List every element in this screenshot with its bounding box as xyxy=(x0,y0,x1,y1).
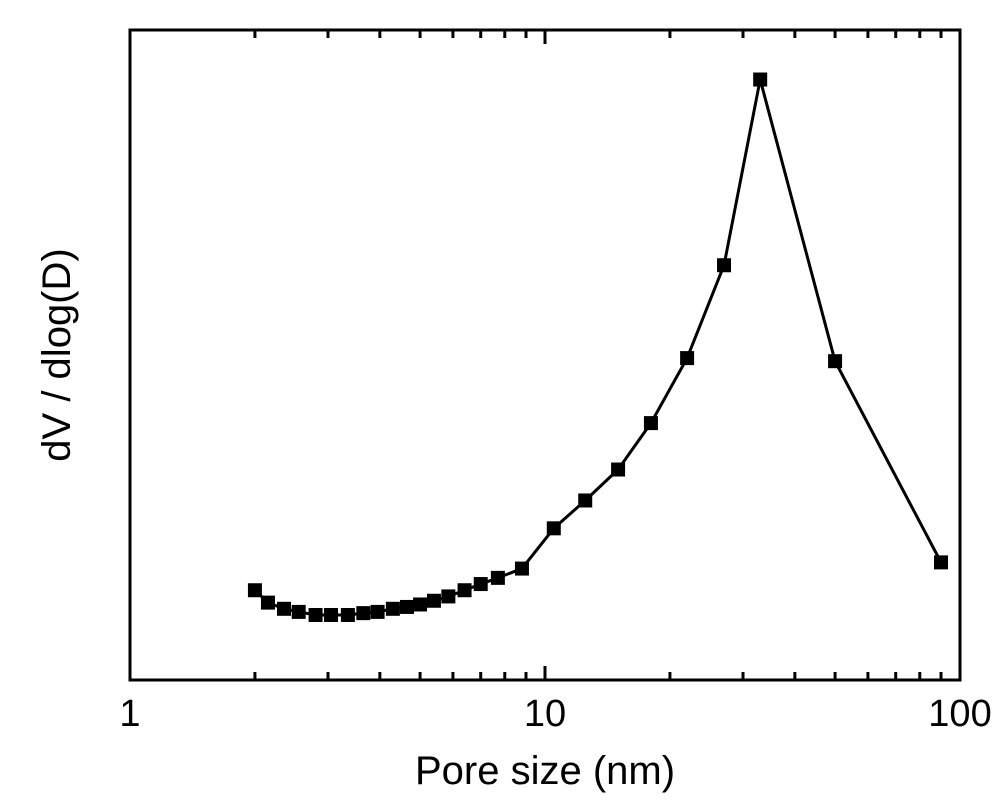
data-point-marker xyxy=(753,73,767,87)
x-axis-label: Pore size (nm) xyxy=(415,749,675,793)
data-point-marker xyxy=(680,351,694,365)
data-point-marker xyxy=(427,594,441,608)
data-point-marker xyxy=(934,555,948,569)
data-point-marker xyxy=(474,577,488,591)
x-tick-label: 10 xyxy=(524,693,566,735)
data-point-marker xyxy=(413,597,427,611)
data-point-marker xyxy=(828,354,842,368)
data-point-marker xyxy=(309,608,323,622)
data-point-marker xyxy=(356,606,370,620)
data-point-marker xyxy=(644,416,658,430)
data-point-marker xyxy=(261,596,275,610)
data-point-marker xyxy=(458,583,472,597)
data-point-marker xyxy=(248,583,262,597)
data-point-marker xyxy=(341,608,355,622)
data-point-marker xyxy=(515,562,529,576)
data-point-marker xyxy=(717,258,731,272)
data-point-marker xyxy=(386,602,400,616)
data-point-marker xyxy=(611,463,625,477)
data-point-marker xyxy=(578,493,592,507)
data-point-marker xyxy=(547,521,561,535)
chart-svg: 1 10 100 Pore size (nm) dV / dlog(D) xyxy=(0,0,1000,800)
data-point-marker xyxy=(491,571,505,585)
y-axis-label: dV / dlog(D) xyxy=(35,248,79,461)
data-point-marker xyxy=(324,608,338,622)
x-tick-label: 100 xyxy=(928,693,991,735)
pore-size-distribution-chart: 1 10 100 Pore size (nm) dV / dlog(D) xyxy=(0,0,1000,800)
data-point-marker xyxy=(441,589,455,603)
data-point-marker xyxy=(277,602,291,616)
x-tick-label: 1 xyxy=(119,693,140,735)
data-point-marker xyxy=(292,605,306,619)
data-point-marker xyxy=(371,605,385,619)
data-point-marker xyxy=(400,600,414,614)
